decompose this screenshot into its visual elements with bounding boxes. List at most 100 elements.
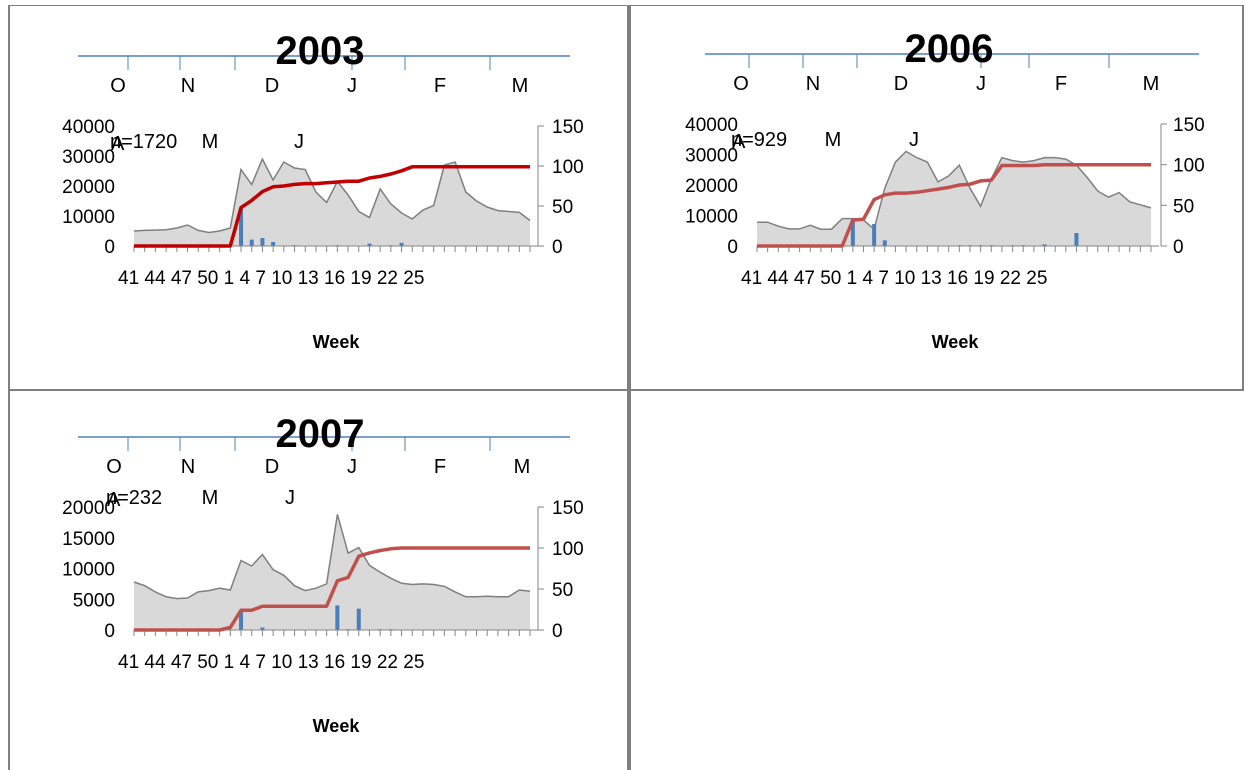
bottom-month-label: J bbox=[285, 487, 295, 509]
bottom-month-label: M bbox=[202, 131, 219, 153]
cumulative-line bbox=[134, 546, 530, 632]
bottom-month-label: J bbox=[909, 129, 919, 151]
bar bbox=[399, 242, 404, 246]
left-tick-label: 30000 bbox=[62, 147, 115, 168]
cumulative-line bbox=[134, 165, 530, 248]
bottom-month-label: J bbox=[294, 131, 304, 153]
n-label: n=1720 bbox=[110, 131, 177, 153]
bar bbox=[356, 608, 361, 630]
top-month-label: O bbox=[110, 75, 126, 97]
top-month-label: F bbox=[434, 75, 446, 97]
top-month-label: M bbox=[514, 456, 531, 478]
left-tick-label: 10000 bbox=[62, 207, 115, 228]
left-tick-label: 30000 bbox=[685, 146, 738, 167]
x-tick-labels: 41 44 47 50 1 4 7 10 13 16 19 22 25 bbox=[118, 652, 424, 673]
top-month-label: N bbox=[181, 75, 195, 97]
x-axis-title: Week bbox=[313, 332, 361, 352]
left-tick-label: 0 bbox=[727, 237, 738, 258]
right-tick-label: 0 bbox=[1173, 237, 1184, 258]
left-tick-label: 0 bbox=[104, 237, 115, 258]
x-axis-title: Week bbox=[313, 716, 361, 736]
top-month-label: D bbox=[265, 456, 279, 478]
right-tick-label: 0 bbox=[552, 237, 563, 258]
area-fill bbox=[134, 159, 530, 246]
x-tick-labels: 41 44 47 50 1 4 7 10 13 16 19 22 25 bbox=[118, 268, 424, 289]
top-month-label: N bbox=[806, 73, 820, 95]
bar bbox=[1042, 244, 1047, 246]
chart-title: 2003 bbox=[276, 29, 365, 73]
bar bbox=[260, 238, 265, 246]
panel-border-top bbox=[8, 5, 1244, 6]
bar bbox=[249, 239, 254, 246]
chart-2007: 0 50 100 150 0 5000 10000 15000 20000 41 44 47 50… bbox=[62, 412, 584, 736]
right-tick-label: 150 bbox=[1173, 115, 1205, 136]
bar bbox=[882, 240, 887, 246]
right-tick-label: 150 bbox=[552, 498, 584, 519]
area-outline bbox=[757, 150, 1152, 231]
left-tick-label: 0 bbox=[104, 621, 115, 642]
bar bbox=[271, 242, 276, 246]
right-tick-label: 50 bbox=[552, 197, 573, 218]
bar bbox=[1074, 232, 1079, 246]
bar bbox=[260, 627, 265, 630]
bottom-month-label: M bbox=[825, 129, 842, 151]
x-tick-labels: 41 44 47 50 1 4 7 10 13 16 19 22 25 bbox=[741, 268, 1047, 289]
panel-border-right bbox=[1242, 5, 1244, 390]
cumulative-line bbox=[757, 162, 1151, 248]
panel-divider-vertical bbox=[627, 5, 631, 770]
chart-panel-2006: 0 50 100 150 0 10000 20000 30000 40000 41 44 47 5… bbox=[631, 6, 1241, 388]
bar bbox=[335, 605, 340, 630]
bar bbox=[850, 219, 855, 246]
top-month-label: O bbox=[733, 73, 749, 95]
area-outline bbox=[133, 157, 531, 234]
bar bbox=[367, 243, 372, 246]
bar bbox=[239, 207, 244, 246]
panel-divider-horizontal bbox=[8, 389, 1244, 391]
x-axis-title: Week bbox=[932, 332, 980, 352]
right-tick-label: 100 bbox=[1173, 156, 1205, 177]
left-tick-label: 10000 bbox=[685, 207, 738, 228]
right-tick-label: 100 bbox=[552, 539, 584, 560]
bottom-month-label: A bbox=[732, 131, 746, 153]
left-tick-label: 20000 bbox=[685, 176, 738, 197]
bottom-month-label: M bbox=[202, 487, 219, 509]
chart-2003: 0 50 100 150 0 10000 20000 30000 40000 41 44 47 5… bbox=[62, 29, 584, 352]
left-tick-label: 10000 bbox=[62, 560, 115, 581]
top-month-label: N bbox=[181, 456, 195, 478]
chart-panel-2003: 0 50 100 150 0 10000 20000 30000 40000 41 44 47 5… bbox=[10, 6, 625, 388]
n-label: n=929 bbox=[731, 129, 787, 151]
top-month-label: M bbox=[1143, 73, 1160, 95]
top-month-label: M bbox=[512, 75, 529, 97]
top-month-label: D bbox=[265, 75, 279, 97]
bottom-month-label: A bbox=[111, 133, 125, 155]
left-tick-label: 15000 bbox=[62, 529, 115, 550]
chart-title: 2007 bbox=[276, 412, 365, 456]
left-tick-label: 20000 bbox=[62, 177, 115, 198]
left-tick-label: 5000 bbox=[73, 590, 115, 611]
bottom-month-label: A bbox=[107, 489, 121, 511]
area-outline bbox=[133, 514, 531, 600]
top-month-label: F bbox=[434, 456, 446, 478]
left-tick-label: 40000 bbox=[62, 117, 115, 138]
right-tick-label: 50 bbox=[552, 580, 573, 601]
right-tick-label: 50 bbox=[1173, 196, 1194, 217]
top-month-label: J bbox=[976, 73, 986, 95]
top-month-label: O bbox=[106, 456, 122, 478]
bar bbox=[872, 224, 877, 246]
chart-title: 2006 bbox=[905, 27, 994, 71]
left-tick-label: 40000 bbox=[685, 115, 738, 136]
left-tick-label: 20000 bbox=[62, 498, 115, 519]
bar bbox=[239, 611, 244, 630]
top-month-label: D bbox=[894, 73, 908, 95]
chart-panel-2007: 0 50 100 150 0 5000 10000 15000 20000 41 44 47 50… bbox=[10, 391, 625, 770]
top-month-label: J bbox=[347, 75, 357, 97]
top-month-label: F bbox=[1055, 73, 1067, 95]
chart-2006: 0 50 100 150 0 10000 20000 30000 40000 41 44 47 5… bbox=[685, 27, 1205, 352]
top-month-label: J bbox=[347, 456, 357, 478]
right-tick-label: 0 bbox=[552, 621, 563, 642]
area-fill bbox=[757, 151, 1151, 246]
panel-border-left bbox=[8, 5, 10, 770]
n-label: n=232 bbox=[106, 487, 162, 509]
right-tick-label: 100 bbox=[552, 157, 584, 178]
right-tick-label: 150 bbox=[552, 117, 584, 138]
